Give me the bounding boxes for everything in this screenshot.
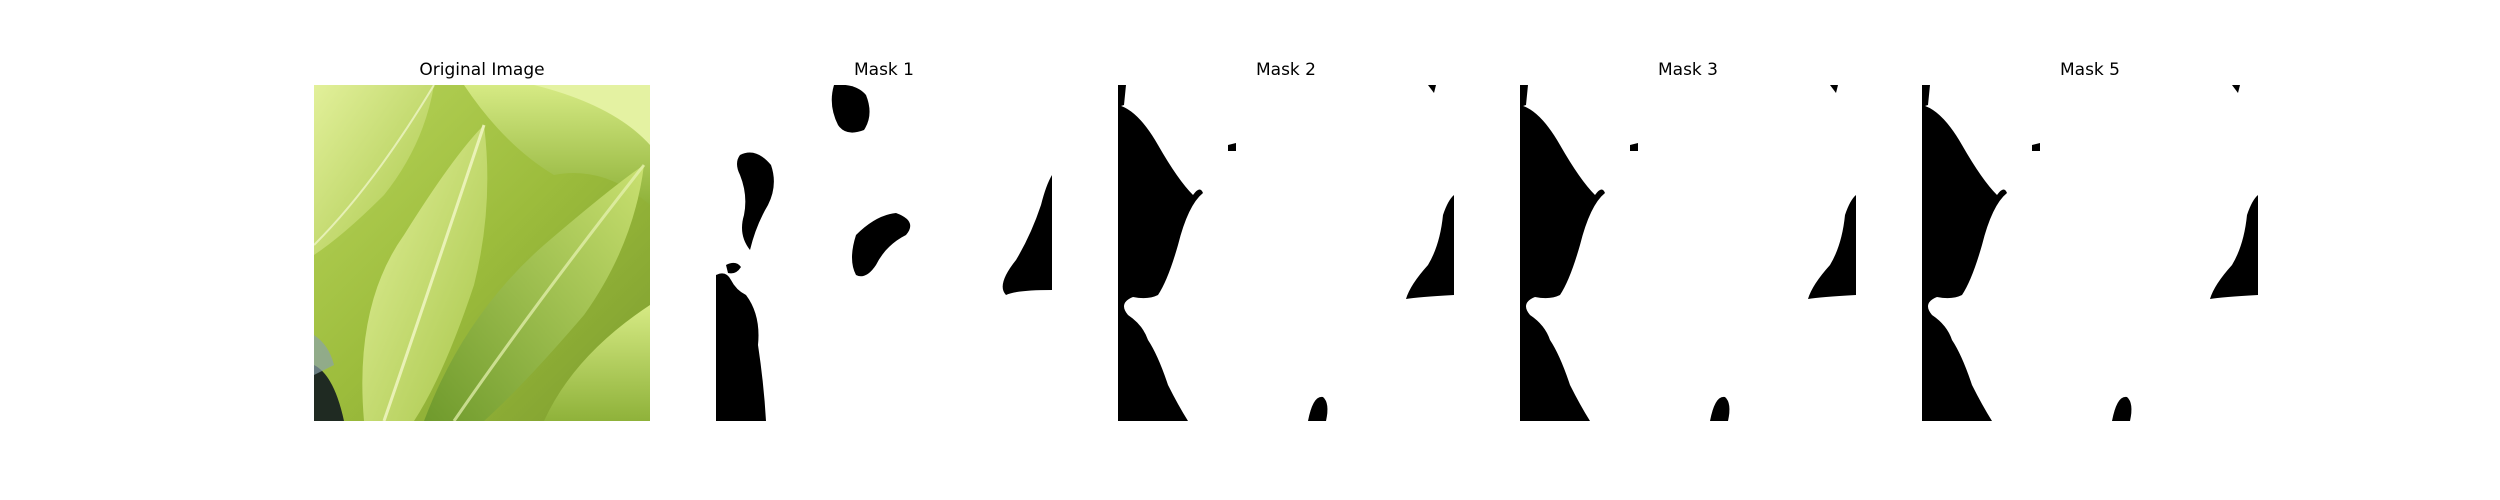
mask-2-image [1118,85,1454,421]
panel-title: Mask 5 [2059,60,2120,80]
mask-1-image [716,85,1052,421]
panel-title: Original Image [419,60,545,80]
panel-title: Mask 3 [1657,60,1718,80]
panel-title: Mask 2 [1255,60,1316,80]
panel-title: Mask 1 [853,60,914,80]
original-leaf-photo [314,85,650,421]
mask-3-image [1520,85,1856,421]
mask-5-image [1922,85,2258,421]
